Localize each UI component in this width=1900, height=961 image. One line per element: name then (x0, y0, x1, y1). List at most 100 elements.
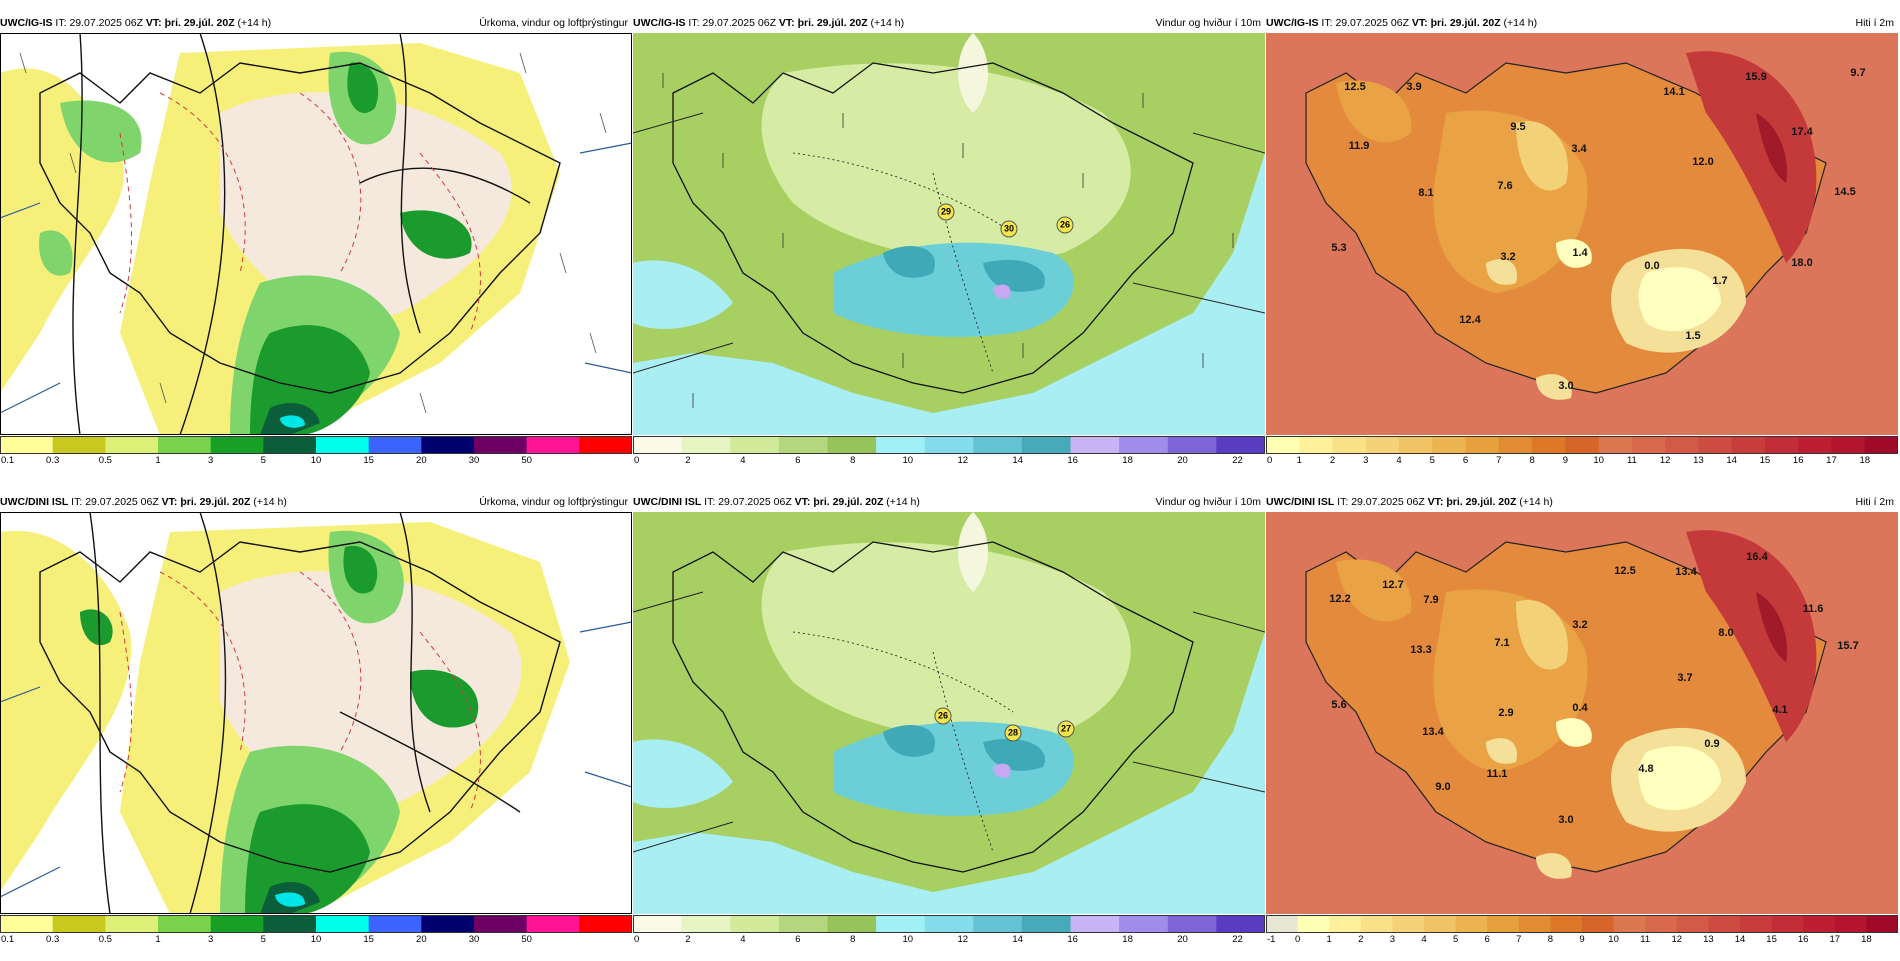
colorbar-segment (973, 436, 1023, 454)
panel-header: UWC/IG-IS IT: 29.07.2025 06Z VT: þri. 29… (1266, 14, 1898, 32)
panel-temp-top: UWC/IG-IS IT: 29.07.2025 06Z VT: þri. 29… (1266, 14, 1898, 482)
colorbar-segment (1708, 915, 1741, 933)
it-value: 29.07.2025 06Z (1335, 17, 1409, 29)
colorbar-tick-label: 6 (1462, 455, 1469, 466)
colorbar-tick-label: 18 (1859, 455, 1871, 466)
vt-label: VT: (794, 496, 811, 508)
it-label: IT: (1321, 17, 1333, 29)
panel-title: Úrkoma, vindur og loftþrýstingur (479, 17, 628, 29)
colorbar-segment (1487, 915, 1520, 933)
panel-precip-top: UWC/IG-IS IT: 29.07.2025 06Z VT: þri. 29… (0, 14, 632, 482)
colorbar-segment (1329, 915, 1362, 933)
colorbar-segment (158, 436, 212, 454)
temp-label: 8.1 (1418, 187, 1434, 199)
colorbar-tick-label: 7 (1516, 934, 1522, 945)
colorbar-segment (1266, 915, 1299, 933)
temp-label: 12.5 (1614, 565, 1636, 577)
colorbar-segment (1532, 436, 1566, 454)
colorbar-tick-label: 8 (1547, 934, 1554, 945)
colorbar-tick-label: 15 (1759, 455, 1771, 466)
lead-time: (+14 h) (253, 496, 287, 508)
colorbar-tick-label: 0 (634, 455, 640, 466)
precip-colorbar-ticks: 0.1 0.3 0.5 1 3 5 10 15 20 30 50 (0, 933, 632, 947)
temp-colorbar-ticks: -1 0 1 2 3 4 5 6 7 8 9 10 11 12 13 14 15 16 17 18 (1266, 933, 1898, 947)
lead-time: (+14 h) (886, 496, 920, 508)
temp-label: 5.3 (1331, 242, 1347, 254)
colorbar-segment (876, 915, 926, 933)
colorbar-tick-label: 0.5 (98, 934, 112, 945)
temp-colorbar-ticks: 0 1 2 3 4 5 6 7 8 9 10 11 12 13 14 15 16 17 18 (1266, 454, 1898, 468)
temp-label: 11.1 (1486, 768, 1508, 780)
panel-wind-top: UWC/IG-IS IT: 29.07.2025 06Z VT: þri. 29… (633, 14, 1265, 482)
vt-value: þri. 29.júl. 20Z (813, 496, 884, 508)
colorbar-tick-label: 16 (1067, 934, 1078, 945)
colorbar-tick-label: 17 (1829, 934, 1841, 945)
colorbar-segment (827, 915, 877, 933)
colorbar-tick-label: 1 (1296, 455, 1302, 466)
wind-colorbar-ticks: 0 2 4 6 8 10 12 14 16 18 20 22 (633, 933, 1265, 947)
colorbar-tick-label: 0 (1294, 934, 1301, 945)
lead-time: (+14 h) (1519, 496, 1553, 508)
vt-label: VT: (145, 17, 162, 29)
colorbar-segment (526, 915, 580, 933)
colorbar-segment (1299, 436, 1334, 454)
colorbar-segment (52, 436, 106, 454)
colorbar-segment (730, 436, 780, 454)
panel-title: Úrkoma, vindur og loftþrýstingur (479, 496, 628, 508)
colorbar-segment (973, 915, 1023, 933)
colorbar-tick-label: 15 (363, 455, 374, 466)
colorbar-segment (827, 436, 877, 454)
temp-label: 7.6 (1497, 180, 1513, 192)
it-value: 29.07.2025 06Z (1351, 496, 1425, 508)
gust-badge: 26 (934, 707, 952, 725)
lead-time: (+14 h) (1503, 17, 1538, 29)
colorbar-segment (526, 436, 580, 454)
colorbar-segment (1864, 436, 1898, 454)
colorbar-tick-label: 3 (208, 934, 214, 945)
colorbar-segment (0, 436, 54, 454)
colorbar-segment (1831, 436, 1866, 454)
colorbar-segment (1645, 915, 1678, 933)
colorbar-segment (1167, 915, 1217, 933)
colorbar-segment (1216, 436, 1265, 454)
colorbar-tick-label: 11 (1626, 455, 1637, 466)
colorbar-tick-label: 11 (1640, 934, 1651, 945)
colorbar-segment (1167, 436, 1217, 454)
colorbar-segment (1613, 915, 1646, 933)
colorbar-segment (316, 436, 370, 454)
colorbar-segment (1070, 915, 1120, 933)
panel-wind-bottom: UWC/DINI ISL IT: 29.07.2025 06Z VT: þri.… (633, 493, 1265, 961)
colorbar-tick-label: 16 (1067, 455, 1078, 466)
vt-value: þri. 29.júl. 20Z (164, 17, 235, 29)
colorbar-segment (1021, 915, 1072, 933)
colorbar-border (633, 436, 1265, 454)
colorbar-tick-label: 4 (740, 455, 746, 466)
colorbar-tick-label: 22 (1232, 934, 1243, 945)
colorbar-tick-label: 5 (1452, 934, 1459, 945)
colorbar-segment (1424, 915, 1457, 933)
wind-map: 29 30 26 (633, 33, 1265, 435)
temp-label: 16.4 (1746, 551, 1768, 563)
temp-label: 3.0 (1558, 814, 1574, 826)
precip-colorbar-ticks: 0.1 0.3 0.5 1 3 5 10 15 20 30 50 (0, 454, 632, 468)
colorbar-segment (1771, 915, 1804, 933)
colorbar-segment (876, 436, 926, 454)
colorbar-tick-label: 12 (1659, 455, 1671, 466)
colorbar-tick-label: 17 (1826, 455, 1837, 466)
colorbar-tick-label: 0.1 (1, 455, 15, 466)
colorbar-segment (1021, 436, 1072, 454)
it-label: IT: (71, 496, 83, 508)
model-name: UWC/IG-IS (0, 17, 53, 29)
colorbar-tick-label: 0 (1267, 455, 1273, 466)
colorbar-tick-label: 13 (1693, 455, 1704, 466)
wind-colorbar (633, 436, 1265, 454)
it-label: IT: (688, 17, 700, 29)
colorbar-segment (1432, 436, 1467, 454)
it-label: IT: (55, 17, 67, 29)
panel-header: UWC/IG-IS IT: 29.07.2025 06Z VT: þri. 29… (633, 14, 1265, 32)
colorbar-segment (1266, 436, 1300, 454)
colorbar-tick-label: 10 (310, 934, 322, 945)
colorbar-tick-label: 10 (902, 934, 914, 945)
colorbar-segment (474, 915, 528, 933)
temp-label: 4.1 (1772, 704, 1788, 716)
